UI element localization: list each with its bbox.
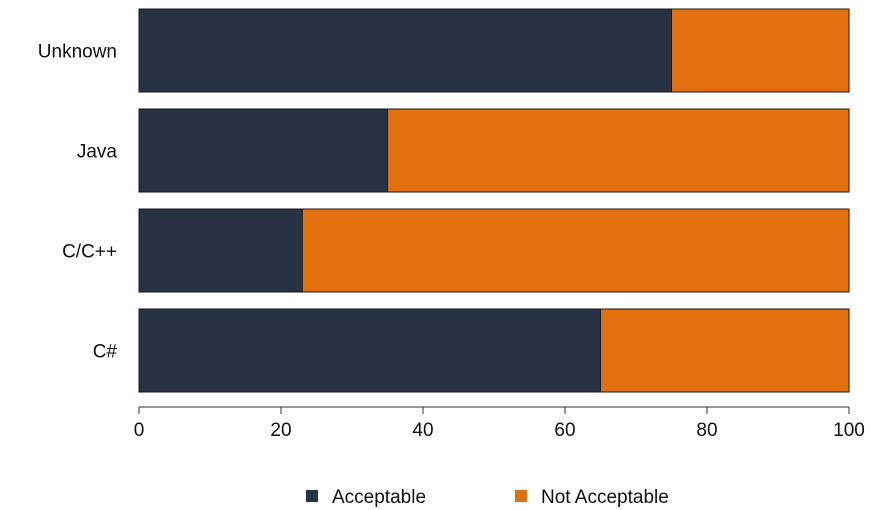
legend-label-acceptable: Acceptable	[332, 487, 426, 508]
category-labels: Unknown Java C/C++ C#	[38, 42, 118, 363]
x-tick-label: 20	[270, 420, 291, 441]
bar-c-c--not-acceptable	[301, 208, 850, 293]
x-tick-label: 100	[833, 420, 865, 441]
legend-label-not-acceptable: Not Acceptable	[541, 487, 669, 508]
legend-swatch-acceptable	[306, 490, 318, 502]
legend: Acceptable Not Acceptable	[306, 487, 669, 508]
category-label: Java	[77, 142, 118, 163]
bar-c--not-acceptable	[600, 308, 850, 393]
bar-unknown-not-acceptable	[671, 8, 850, 93]
bar-unknown-acceptable	[138, 8, 672, 93]
bar-c-c--acceptable	[138, 208, 303, 293]
category-label: C#	[93, 342, 118, 363]
x-tick-label: 80	[696, 420, 717, 441]
bar-c--acceptable	[138, 308, 601, 393]
legend-swatch-not-acceptable	[515, 490, 527, 502]
x-tick-label: 60	[554, 420, 575, 441]
bar-java-acceptable	[138, 108, 388, 193]
category-label: C/C++	[62, 242, 117, 263]
bars-group	[138, 8, 850, 393]
bar-java-not-acceptable	[387, 108, 850, 193]
x-axis: 0 20 40 60 80 100	[134, 406, 865, 441]
x-tick-label: 0	[134, 420, 145, 441]
category-label: Unknown	[38, 42, 117, 63]
x-tick-label: 40	[412, 420, 433, 441]
